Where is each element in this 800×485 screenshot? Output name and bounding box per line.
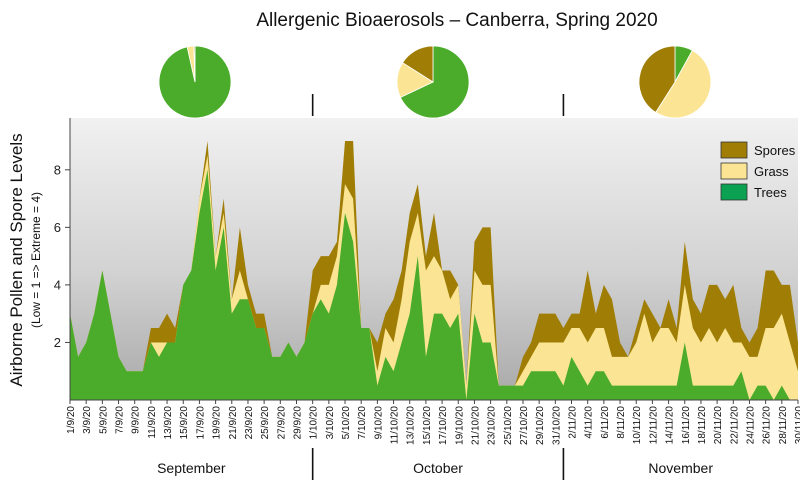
x-tick-label: 8/11/20 <box>616 406 627 439</box>
x-tick-label: 11/9/20 <box>147 406 158 439</box>
pie-slice-grass <box>655 49 712 119</box>
legend-label-trees: Trees <box>754 185 787 200</box>
x-tick-label: 21/10/20 <box>470 406 481 445</box>
y-tick-label: 4 <box>54 277 61 292</box>
x-tick-label: 12/11/20 <box>648 406 659 445</box>
x-tick-label: 5/10/20 <box>341 406 352 440</box>
x-tick-label: 1/10/20 <box>309 406 320 440</box>
x-tick-label: 24/11/20 <box>745 406 756 445</box>
area-layers <box>70 141 798 400</box>
pie-slice-trees <box>399 45 470 119</box>
x-tick-label: 9/9/20 <box>131 406 142 434</box>
x-tick-label: 15/9/20 <box>179 406 190 440</box>
x-tick-label: 29/10/20 <box>535 406 546 445</box>
legend-swatch-grass <box>720 162 748 180</box>
x-tick-label: 1/9/20 <box>66 406 77 434</box>
legend-swatch-spores <box>720 141 748 159</box>
x-tick-label: 15/10/20 <box>422 406 433 445</box>
pie-slice-spores <box>193 45 196 83</box>
x-tick-label: 13/10/20 <box>406 406 417 445</box>
pie-slice-spores <box>402 45 434 83</box>
legend: Spores Grass Trees <box>720 141 796 201</box>
x-tick-label: 27/10/20 <box>519 406 530 445</box>
x-tick-label: 23/10/20 <box>487 406 498 445</box>
x-tick-label: 16/11/20 <box>681 406 692 445</box>
y-tick-label: 2 <box>54 335 61 350</box>
x-tick-label: 21/9/20 <box>228 406 239 440</box>
x-tick-label: 5/9/20 <box>98 406 109 434</box>
legend-swatch-trees <box>720 183 748 201</box>
y-tick-label: 6 <box>54 220 61 235</box>
x-tick-label: 29/9/20 <box>292 406 303 440</box>
x-tick-label: 3/10/20 <box>325 406 336 440</box>
x-tick-label: 13/9/20 <box>163 406 174 440</box>
y-tick-label: 8 <box>54 162 61 177</box>
x-tick-label: 4/11/20 <box>584 406 595 439</box>
x-tick-label: 9/10/20 <box>373 406 384 440</box>
x-tick-label: 3/9/20 <box>82 406 93 434</box>
y-axis-title: Airborne Pollen and Spore Levels <box>7 133 26 386</box>
x-tick-label: 17/9/20 <box>195 406 206 440</box>
x-tick-label: 6/11/20 <box>600 406 611 439</box>
x-tick-label: 7/10/20 <box>357 406 368 440</box>
x-tick-labels: 1/9/20 3/9/20 5/9/20 7/9/20 9/9/20 11/9/20 13/… <box>66 406 800 445</box>
x-tick-label: 27/9/20 <box>276 406 287 440</box>
monthly-pies <box>158 45 712 119</box>
x-tick-label: 7/9/20 <box>115 406 126 434</box>
x-tick-label: 26/11/20 <box>762 406 773 445</box>
x-tick-label: 30/11/20 <box>794 406 800 445</box>
x-tick-label: 31/10/20 <box>551 406 562 445</box>
x-tick-label: 19/10/20 <box>454 406 465 445</box>
month-labels: September October November <box>157 94 713 480</box>
axes: 2 4 6 8 <box>54 118 799 404</box>
x-tick-label: 10/11/20 <box>632 406 643 445</box>
x-tick-label: 28/11/20 <box>778 406 789 445</box>
x-tick-label: 20/11/20 <box>713 406 724 445</box>
legend-label-grass: Grass <box>754 164 789 179</box>
x-tick-label: 17/10/20 <box>438 406 449 445</box>
month-label: October <box>413 460 463 476</box>
x-tick-label: 19/9/20 <box>212 406 223 440</box>
month-label: September <box>157 460 226 476</box>
x-tick-label: 18/11/20 <box>697 406 708 445</box>
month-label: November <box>648 460 713 476</box>
x-tick-label: 25/9/20 <box>260 406 271 440</box>
x-tick-label: 22/11/20 <box>729 406 740 445</box>
area-trees <box>70 169 798 400</box>
x-tick-label: 25/10/20 <box>503 406 514 445</box>
y-axis-subtitle: (Low = 1 => Extreme = 4) <box>29 192 43 328</box>
x-tick-label: 11/10/20 <box>390 406 401 445</box>
pie-slice-spores <box>638 45 676 113</box>
chart-title: Allergenic Bioaerosols – Canberra, Sprin… <box>256 10 657 31</box>
x-tick-label: 14/11/20 <box>665 406 676 445</box>
x-tick-label: 23/9/20 <box>244 406 255 440</box>
x-tick-label: 2/11/20 <box>568 406 579 439</box>
legend-label-spores: Spores <box>754 143 796 158</box>
